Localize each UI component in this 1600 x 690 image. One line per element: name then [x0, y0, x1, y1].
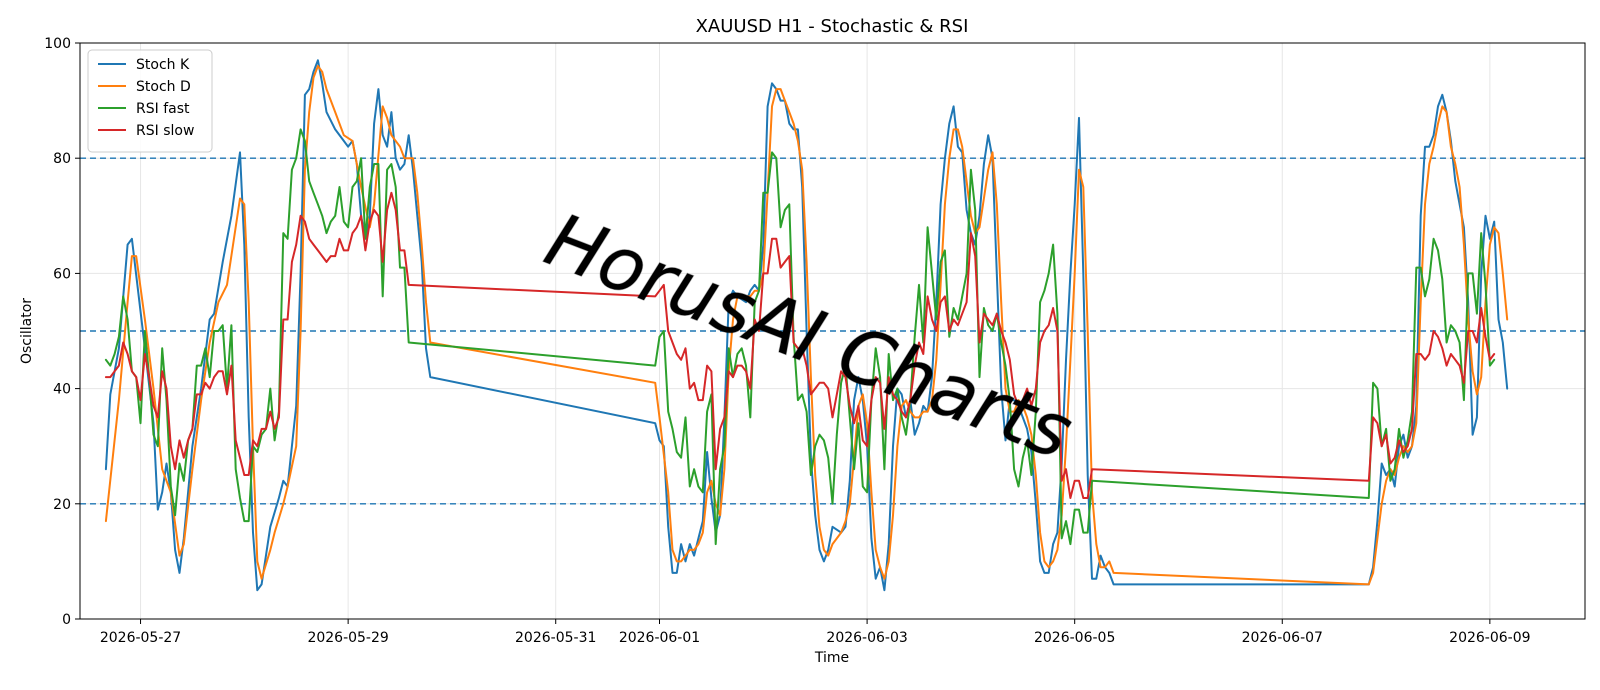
y-tick-label: 0	[62, 612, 71, 628]
x-axis-label: Time	[814, 650, 849, 666]
y-tick-label: 40	[53, 382, 71, 398]
y-tick-label: 80	[53, 151, 71, 167]
y-tick-label: 60	[53, 266, 71, 282]
y-tick-label: 100	[44, 36, 71, 52]
x-tick-label: 2026-05-27	[100, 630, 181, 646]
legend-label: Stoch D	[136, 79, 191, 95]
legend-label: RSI fast	[136, 101, 190, 117]
series-line-rsi-slow	[104, 191, 1496, 499]
series-line-rsi-fast	[104, 128, 1496, 546]
y-tick-label: 20	[53, 497, 71, 513]
x-tick-label: 2026-06-03	[826, 630, 907, 646]
legend-box	[87, 49, 213, 153]
x-tick-label: 2026-05-31	[515, 630, 596, 646]
series-line-stoch-d	[104, 65, 1509, 586]
plot-frame	[79, 42, 1586, 620]
series-line-stoch-k	[104, 59, 1509, 592]
x-tick-label: 2026-06-09	[1449, 630, 1530, 646]
x-tick-label: 2026-06-07	[1242, 630, 1323, 646]
legend-label: Stoch K	[136, 57, 190, 73]
chart-title: XAUUSD H1 - Stochastic & RSI	[696, 16, 969, 37]
legend: Stoch K Stoch D RSI fast RSI slow	[87, 49, 213, 153]
y-axis-label: Oscillator	[19, 298, 35, 364]
x-tick-label: 2026-06-01	[619, 630, 700, 646]
y-axis: 0 20 40 60 80 100	[44, 36, 80, 628]
series-lines	[104, 59, 1509, 592]
x-tick-label: 2026-06-05	[1034, 630, 1115, 646]
legend-label: RSI slow	[136, 123, 194, 139]
x-tick-label: 2026-05-29	[307, 630, 388, 646]
x-axis: 2026-05-27 2026-05-29 2026-05-31 2026-06-01…	[100, 619, 1531, 646]
